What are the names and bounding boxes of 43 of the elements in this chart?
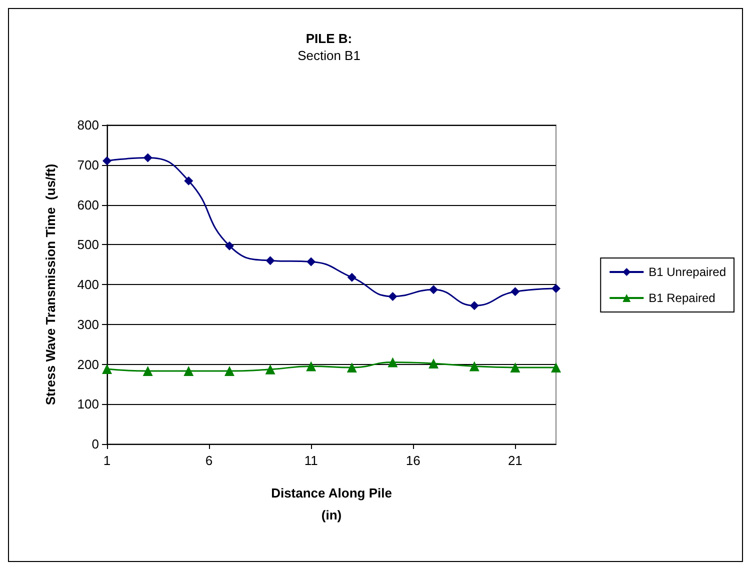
x-tick-label: 21: [508, 453, 522, 468]
point: [102, 364, 112, 374]
point: [266, 256, 275, 266]
y-tick-label: 300: [77, 316, 99, 332]
point: [469, 361, 480, 372]
chart-title: PILE B:: [306, 31, 352, 46]
point: [552, 284, 560, 293]
point: [306, 257, 316, 266]
legend-label: B1 Repaired: [648, 291, 716, 305]
x-axis-title: Distance Along Pile (in): [271, 486, 392, 522]
point: [184, 176, 194, 186]
point: [347, 272, 356, 282]
y-tick-label: 400: [77, 277, 99, 292]
point: [142, 366, 153, 376]
point: [306, 361, 316, 372]
x-tick-label: 16: [406, 453, 420, 468]
x-tick-label: 6: [205, 453, 213, 468]
legend-label: B1 Unrepaired: [648, 265, 726, 279]
point: [470, 301, 479, 310]
y-tick-label: 0: [92, 436, 99, 452]
point: [224, 366, 234, 376]
y-tick-label: 800: [77, 118, 99, 132]
y-axis-title: Stress Wave Transmission Time (us/ft): [43, 164, 58, 406]
point: [510, 287, 520, 296]
point: [184, 366, 194, 376]
point: [346, 362, 357, 372]
chart-subtitle: Section B1: [298, 48, 360, 63]
point: [510, 362, 520, 372]
point: [224, 241, 234, 250]
point: [388, 357, 398, 368]
x-tick-label: 1: [103, 453, 111, 468]
point: [265, 364, 276, 374]
y-tick-label: 100: [77, 396, 99, 412]
y-tick-label: 600: [77, 197, 99, 212]
y-tick-label: 200: [77, 356, 99, 372]
point: [388, 292, 398, 301]
x-tick-label: 11: [304, 453, 318, 468]
point: [429, 285, 438, 294]
y-tick-label: 700: [77, 157, 99, 172]
y-tick-label: 500: [77, 237, 99, 252]
point: [143, 153, 152, 162]
point: [551, 362, 561, 372]
point: [428, 358, 439, 368]
